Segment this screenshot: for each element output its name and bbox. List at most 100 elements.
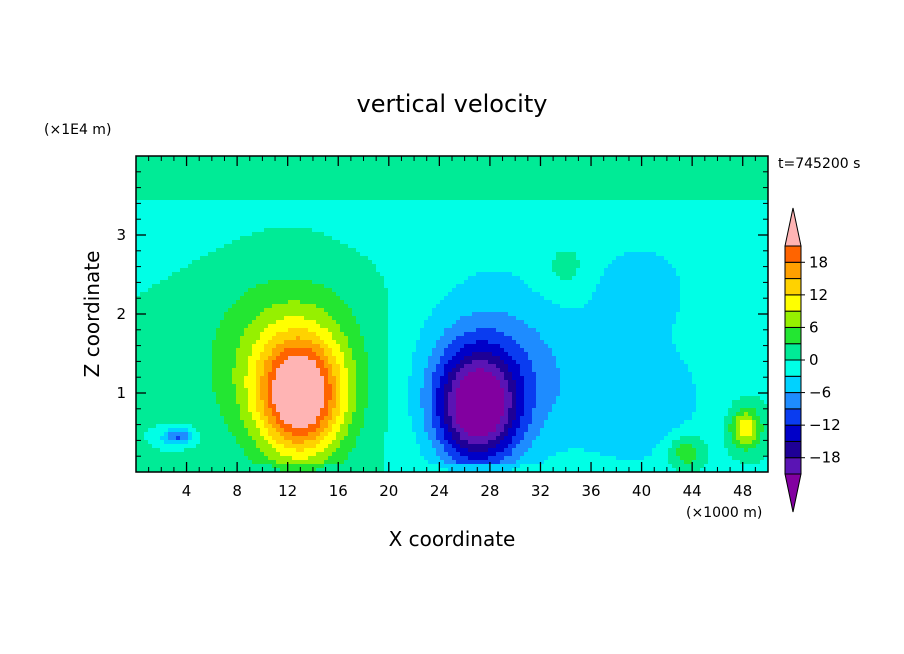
heatmap-cell: [408, 200, 413, 205]
heatmap-cell: [532, 196, 537, 201]
heatmap-cell: [612, 236, 617, 241]
heatmap-cell: [668, 176, 673, 181]
heatmap-cell: [536, 212, 541, 217]
heatmap-cell: [604, 200, 609, 205]
heatmap-cell: [296, 212, 301, 217]
heatmap-cell: [368, 276, 373, 281]
heatmap-cell: [704, 240, 709, 245]
heatmap-cell: [628, 228, 633, 233]
heatmap-cell: [148, 160, 153, 165]
heatmap-cell: [204, 224, 209, 229]
heatmap-cell: [556, 244, 561, 249]
heatmap-cell: [136, 232, 141, 237]
heatmap-cell: [360, 184, 365, 189]
heatmap-cell: [712, 208, 717, 213]
heatmap-cell: [388, 188, 393, 193]
heatmap-cell: [692, 216, 697, 221]
heatmap-cell: [756, 232, 761, 237]
heatmap-cell: [144, 176, 149, 181]
heatmap-cell: [544, 184, 549, 189]
heatmap-cell: [296, 252, 301, 257]
heatmap-cell: [472, 208, 477, 213]
heatmap-cell: [304, 248, 309, 253]
heatmap-cell: [204, 260, 209, 265]
heatmap-cell: [336, 260, 341, 265]
heatmap-cell: [196, 208, 201, 213]
heatmap-cell: [536, 240, 541, 245]
heatmap-cell: [144, 160, 149, 165]
heatmap-cell: [260, 200, 265, 205]
heatmap-cell: [452, 172, 457, 177]
heatmap-cell: [380, 224, 385, 229]
heatmap-cell: [160, 228, 165, 233]
heatmap-cell: [588, 272, 593, 277]
heatmap-cell: [156, 232, 161, 237]
heatmap-cell: [384, 164, 389, 169]
heatmap-cell: [504, 244, 509, 249]
heatmap-cell: [704, 200, 709, 205]
heatmap-cell: [712, 252, 717, 257]
heatmap-cell: [580, 224, 585, 229]
heatmap-cell: [152, 184, 157, 189]
heatmap-cell: [676, 164, 681, 169]
heatmap-cell: [152, 260, 157, 265]
heatmap-cell: [724, 220, 729, 225]
heatmap-cell: [196, 204, 201, 209]
heatmap-cell: [484, 184, 489, 189]
heatmap-cell: [568, 168, 573, 173]
heatmap-cell: [500, 220, 505, 225]
heatmap-cell: [248, 200, 253, 205]
heatmap-cell: [316, 180, 321, 185]
heatmap-cell: [672, 156, 677, 161]
heatmap-cell: [232, 200, 237, 205]
heatmap-cell: [540, 164, 545, 169]
heatmap-cell: [544, 164, 549, 169]
heatmap-cell: [752, 156, 757, 161]
heatmap-cell: [628, 244, 633, 249]
heatmap-cell: [520, 216, 525, 221]
heatmap-cell: [324, 168, 329, 173]
heatmap-cell: [460, 244, 465, 249]
heatmap-cell: [360, 224, 365, 229]
heatmap-cell: [280, 232, 285, 237]
heatmap-cell: [492, 184, 497, 189]
heatmap-cell: [256, 232, 261, 237]
heatmap-cell: [604, 232, 609, 237]
heatmap-cell: [660, 228, 665, 233]
heatmap-cell: [548, 248, 553, 253]
heatmap-cell: [504, 168, 509, 173]
heatmap-cell: [224, 200, 229, 205]
heatmap-cell: [604, 244, 609, 249]
heatmap-cell: [340, 248, 345, 253]
heatmap-cell: [620, 240, 625, 245]
heatmap-cell: [136, 156, 141, 161]
heatmap-cell: [604, 180, 609, 185]
heatmap-cell: [600, 180, 605, 185]
heatmap-cell: [576, 264, 581, 269]
heatmap-cell: [532, 248, 537, 253]
heatmap-cell: [680, 196, 685, 201]
heatmap-cell: [676, 244, 681, 249]
heatmap-cell: [144, 276, 149, 281]
heatmap-cell: [384, 200, 389, 205]
heatmap-cell: [524, 204, 529, 209]
heatmap-cell: [608, 260, 613, 265]
heatmap-cell: [488, 220, 493, 225]
heatmap-cell: [216, 172, 221, 177]
heatmap-cell: [380, 204, 385, 209]
heatmap-cell: [448, 264, 453, 269]
heatmap-cell: [752, 188, 757, 193]
heatmap-cell: [728, 248, 733, 253]
heatmap-cell: [408, 164, 413, 169]
heatmap-cell: [360, 180, 365, 185]
heatmap-cell: [192, 248, 197, 253]
heatmap-cell: [648, 240, 653, 245]
heatmap-cell: [324, 196, 329, 201]
heatmap-cell: [472, 156, 477, 161]
heatmap-cell: [204, 256, 209, 261]
heatmap-cell: [392, 232, 397, 237]
heatmap-cell: [520, 188, 525, 193]
heatmap-cell: [300, 200, 305, 205]
heatmap-cell: [760, 244, 765, 249]
heatmap-cell: [640, 160, 645, 165]
